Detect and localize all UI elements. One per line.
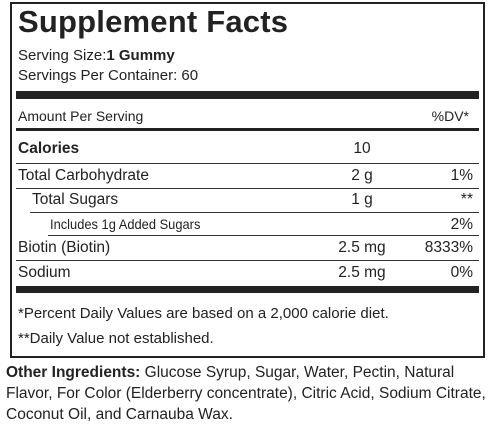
row-divider [16,188,479,189]
amount: 10 [353,140,371,157]
row-divider [48,235,479,236]
nutrient-name: Biotin (Biotin) [18,239,111,256]
daily-value: 8333% [424,239,473,256]
column-header: %DV* [431,108,469,124]
nutrient-row: Total Sugars 1 g ** [12,191,483,213]
column-header: Amount Per Serving [18,108,144,124]
daily-value: 2% [450,216,473,233]
ingredients-text: Glucose Syrup, Sugar, Water, Pectin, Nat… [6,364,486,423]
divider [16,286,479,293]
nutrient-name: Calories [18,140,80,157]
nutrient-name: Total Sugars [32,191,119,208]
nutrient-row: Total Carbohydrate 2 g 1% [12,167,483,189]
row-divider [16,163,479,164]
other-ingredients: Other Ingredients: Glucose Syrup, Sugar,… [6,362,492,425]
footnote: *Percent Daily Values are based on a 2,0… [18,305,389,322]
row-divider [30,212,479,213]
daily-value: ** [460,191,473,208]
daily-value: 0% [450,264,473,281]
serving-size: Serving Size:1 Gummy [18,47,175,64]
title: Supplement Facts [18,4,289,39]
nutrient-name: Includes 1g Added Sugars [50,216,201,232]
servings-per-container: Servings Per Container: 60 [18,67,199,84]
divider [16,128,479,131]
nutrient-row: Sodium 2.5 mg 0% [12,264,483,286]
serving-size-value: 1 Gummy [106,47,175,64]
amount: 2 g [351,167,373,184]
serving-size-label: Serving Size: [18,47,107,64]
facts-panel: Supplement Facts Serving Size:1 Gummy Se… [10,2,485,358]
ingredients-label: Other Ingredients: [6,364,141,381]
divider [16,91,479,99]
nutrient-name: Total Carbohydrate [18,167,149,184]
amount: 2.5 mg [338,264,386,281]
amount: 2.5 mg [338,239,386,256]
nutrient-row: Includes 1g Added Sugars 2% [12,216,483,238]
nutrient-name: Sodium [18,264,71,281]
amount: 1 g [351,191,373,208]
footnote: **Daily Value not established. [18,330,214,347]
nutrient-row: Calories 10 [12,140,483,162]
row-divider [16,260,479,261]
daily-value: 1% [450,167,473,184]
nutrient-row: Biotin (Biotin) 2.5 mg 8333% [12,239,483,261]
